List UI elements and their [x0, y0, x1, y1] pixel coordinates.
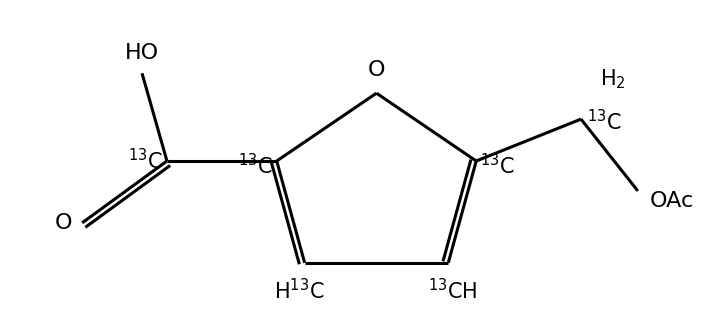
Text: $^{13}$CH: $^{13}$CH: [429, 278, 478, 303]
Text: HO: HO: [125, 43, 159, 63]
Text: O: O: [55, 213, 72, 233]
Text: O: O: [368, 60, 385, 80]
Text: $^{13}$C: $^{13}$C: [128, 148, 163, 174]
Text: H$^{13}$C: H$^{13}$C: [275, 278, 325, 303]
Text: H$_2$: H$_2$: [600, 68, 626, 91]
Text: $^{13}$C: $^{13}$C: [480, 153, 515, 179]
Text: $^{13}$C: $^{13}$C: [238, 153, 273, 179]
Text: OAc: OAc: [650, 191, 694, 211]
Text: $^{13}$C: $^{13}$C: [587, 109, 622, 134]
